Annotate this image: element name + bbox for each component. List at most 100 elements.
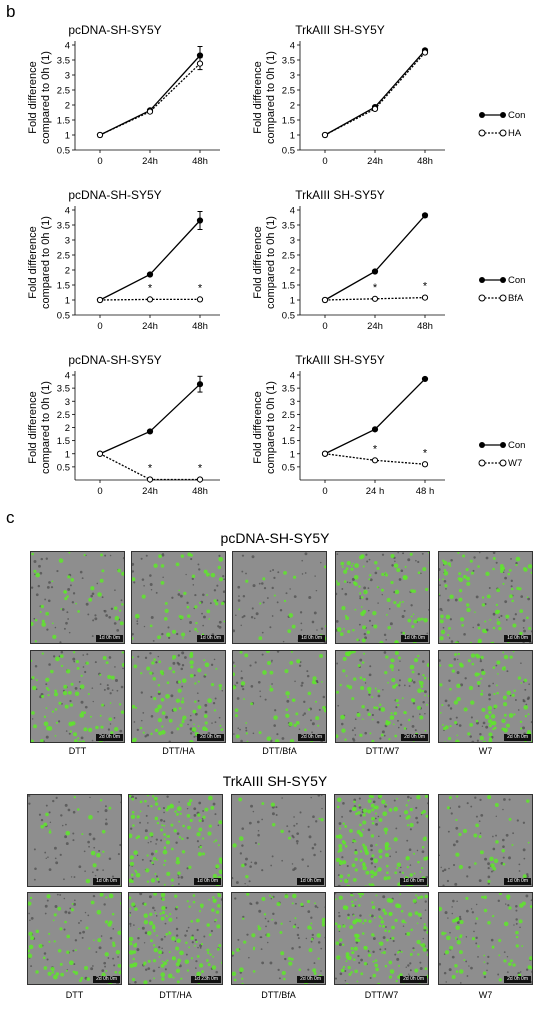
y-tick-label: 3 xyxy=(290,71,295,82)
chart-trk-w7: TrkAIII SH-SY5Y Fold differencecompared t… xyxy=(252,353,445,497)
x-tick-label: 24h xyxy=(142,321,158,332)
data-point-Con xyxy=(196,217,204,224)
legend-con-label: Con xyxy=(508,275,525,286)
y-tick-label: 3 xyxy=(65,71,70,82)
data-point-Con xyxy=(146,271,154,278)
chart-pcdna-bfa: pcDNA-SH-SY5Y Fold differencecompared to … xyxy=(27,188,220,332)
y-tick-label: 4 xyxy=(65,41,70,52)
data-point-W7 xyxy=(421,461,429,468)
data-point-BfA xyxy=(146,296,154,303)
timestamp-label: 1d 0h 0m xyxy=(298,635,325,642)
y-tick-label: 3 xyxy=(65,236,70,247)
y-tick-label: 1.5 xyxy=(57,436,70,447)
y-tick-label: 2.5 xyxy=(282,251,295,262)
y-tick-label: 2.5 xyxy=(57,86,70,97)
y-tick-label: 2.5 xyxy=(282,410,295,421)
data-point-W7 xyxy=(196,476,204,483)
data-point-BfA xyxy=(321,296,329,304)
y-tick-label: 1.5 xyxy=(282,436,295,447)
y-tick-label: 1 xyxy=(65,131,70,142)
chart-trk-ha: TrkAIII SH-SY5Y Fold differencecompared t… xyxy=(252,23,445,167)
timestamp-label: 2d 0h 0m xyxy=(297,976,324,983)
legend-con-label: Con xyxy=(508,110,525,121)
y-tick-label: 4 xyxy=(290,206,295,217)
data-point-Con xyxy=(421,212,429,219)
legend-treat-label: W7 xyxy=(508,458,522,469)
data-point-Con xyxy=(371,426,379,433)
x-tick-label: 48h xyxy=(192,321,208,332)
condition-label: DTT xyxy=(68,746,87,756)
timestamp-label: 1d 0h 0m xyxy=(401,635,428,642)
significance-asterisk: * xyxy=(198,462,203,474)
y-axis-label: Fold differencecompared to 0h (1) xyxy=(27,381,52,474)
y-tick-label: 3.5 xyxy=(282,384,295,395)
y-tick-label: 3 xyxy=(290,397,295,408)
y-tick-label: 2 xyxy=(290,101,295,112)
timestamp-label: 1d 0h 0m xyxy=(297,878,324,885)
condition-label: W7 xyxy=(478,990,493,1000)
series-line-Con xyxy=(99,55,201,136)
micrograph-pcdna-day2: 2d 0h 0m xyxy=(438,650,533,743)
data-point-BfA xyxy=(196,296,204,303)
significance-asterisk: * xyxy=(148,282,153,294)
micrograph-pcdna-day1: 1d 0h 0m xyxy=(30,551,125,644)
y-tick-label: 2 xyxy=(290,423,295,434)
y-axis-label: Fold differencecompared to 0h (1) xyxy=(252,216,277,309)
data-point-HA xyxy=(96,131,104,139)
data-point-W7 xyxy=(321,450,329,457)
y-tick-label: 0.5 xyxy=(282,462,295,473)
micrograph-pcdna-day1: 1d 0h 0m xyxy=(131,551,226,644)
legend-w7: Con W7 xyxy=(478,438,548,474)
data-point-W7 xyxy=(96,450,104,457)
y-tick-label: 2 xyxy=(290,266,295,277)
chart-title: pcDNA-SH-SY5Y xyxy=(68,353,161,367)
legend-bfa: Con BfA xyxy=(478,273,548,309)
timestamp-label: 1d 0h 0m xyxy=(96,635,123,642)
data-point-HA xyxy=(146,108,154,115)
micrograph-trk-day2: 2d 0h 0m xyxy=(27,892,122,985)
micrograph-pcdna-day2: 2d 0h 0m xyxy=(232,650,327,743)
y-tick-label: 1 xyxy=(290,296,295,307)
condition-label: DTT xyxy=(65,990,84,1000)
micrograph-trk-day1: 1d 0h 0m xyxy=(128,794,223,887)
y-tick-label: 0.5 xyxy=(282,146,295,157)
x-tick-label: 24h xyxy=(142,156,158,167)
data-point-W7 xyxy=(371,457,379,464)
y-tick-label: 1 xyxy=(290,449,295,460)
significance-asterisk: * xyxy=(148,462,153,474)
significance-asterisk: * xyxy=(423,447,428,459)
y-tick-label: 4 xyxy=(290,41,295,52)
x-tick-label: 0 xyxy=(322,156,327,167)
x-tick-label: 48h xyxy=(192,486,208,497)
condition-label: DTT/BfA xyxy=(262,746,297,756)
y-tick-label: 3.5 xyxy=(282,56,295,67)
micrograph-pcdna-day2: 2d 0h 0m xyxy=(131,650,226,743)
x-tick-label: 0 xyxy=(97,486,102,497)
micrograph-trk-day1: 1d 0h 0m xyxy=(231,794,326,887)
x-tick-label: 48h xyxy=(417,321,433,332)
condition-label: DTT/BfA xyxy=(261,990,296,1000)
y-tick-label: 0.5 xyxy=(57,462,70,473)
y-tick-label: 1.5 xyxy=(282,281,295,292)
condition-label: DTT/W7 xyxy=(365,746,400,756)
timestamp-label: 1d 0h 0m xyxy=(400,878,427,885)
micrograph-pcdna-day1: 1d 0h 0m xyxy=(438,551,533,644)
data-point-HA xyxy=(196,60,204,67)
micrograph-pcdna-day2: 2d 0h 0m xyxy=(335,650,430,743)
significance-asterisk: * xyxy=(198,282,203,294)
x-tick-label: 0 xyxy=(97,156,102,167)
y-tick-label: 2 xyxy=(65,266,70,277)
series-line-Con xyxy=(99,383,201,455)
x-tick-label: 24h xyxy=(367,156,383,167)
x-tick-label: 24h xyxy=(142,486,158,497)
data-point-BfA xyxy=(371,295,379,302)
legend-ha: Con HA xyxy=(478,108,548,144)
data-point-W7 xyxy=(146,476,154,483)
chart-pcdna-ha: pcDNA-SH-SY5Y Fold differencecompared to … xyxy=(27,23,220,167)
micrograph-trk-day2: 1d 23h 0m xyxy=(128,892,223,985)
chart-title: TrkAIII SH-SY5Y xyxy=(295,23,385,37)
data-point-Con xyxy=(371,268,379,275)
timestamp-label: 2d 0h 0m xyxy=(93,976,120,983)
y-axis-label: Fold differencecompared to 0h (1) xyxy=(27,51,52,144)
x-tick-label: 48h xyxy=(417,156,433,167)
